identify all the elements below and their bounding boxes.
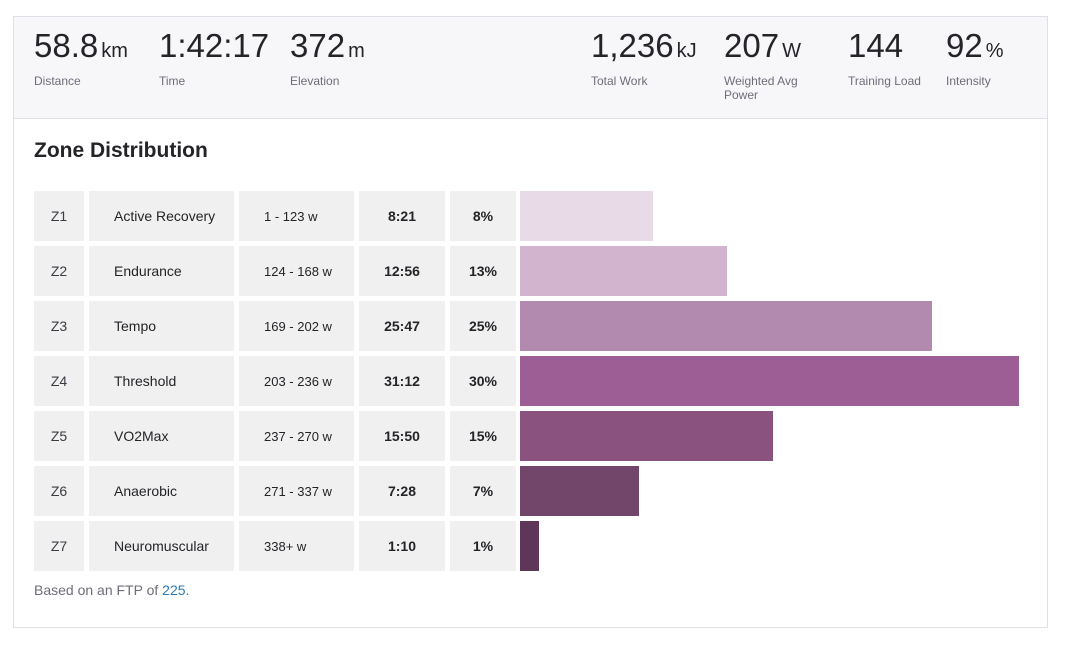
- zone-power-range: 203 - 236 w: [239, 356, 354, 406]
- zone-row-z1: Z1 Active Recovery 1 - 123 w 8:21 8%: [34, 191, 1034, 241]
- ftp-note-prefix: Based on an FTP of: [34, 582, 163, 598]
- zone-bar: [520, 246, 727, 296]
- stat-weighted-avg-power: 207 W Weighted Avg Power: [724, 29, 824, 103]
- stat-intensity: 92% Intensity: [946, 29, 1036, 89]
- zone-time: 25:47: [359, 301, 445, 351]
- stat-unit: W: [782, 40, 801, 62]
- stat-label: Total Work: [591, 74, 648, 88]
- stat-number: 144: [848, 27, 904, 64]
- zone-row-z7: Z7 Neuromuscular 338+ w 1:10 1%: [34, 521, 1034, 571]
- zone-time: 1:10: [359, 521, 445, 571]
- zone-bar: [520, 466, 639, 516]
- stat-number: 372: [290, 27, 346, 64]
- stat-number: 58.8: [34, 27, 99, 64]
- zone-time: 7:28: [359, 466, 445, 516]
- zone-name: Active Recovery: [89, 191, 234, 241]
- zone-bar: [520, 301, 932, 351]
- zone-distribution-title: Zone Distribution: [34, 139, 208, 162]
- ftp-value-link[interactable]: 225: [162, 582, 186, 598]
- stat-value: 372 m: [290, 29, 365, 68]
- stat-value: 144: [848, 29, 938, 68]
- zone-code: Z7: [34, 521, 84, 571]
- stat-label: Weighted Avg Power: [724, 74, 798, 102]
- stat-unit: %: [985, 40, 1004, 62]
- zone-time: 8:21: [359, 191, 445, 241]
- zone-name: Neuromuscular: [89, 521, 234, 571]
- zone-code: Z2: [34, 246, 84, 296]
- zone-power-range: 237 - 270 w: [239, 411, 354, 461]
- zone-code: Z1: [34, 191, 84, 241]
- stat-value: 58.8 km: [34, 29, 128, 68]
- zone-percent: 1%: [450, 521, 516, 571]
- stat-total-work: 1,236 kJ Total Work: [591, 29, 711, 89]
- stat-number: 1:42:17: [159, 27, 270, 64]
- zone-name: Endurance: [89, 246, 234, 296]
- zone-time: 12:56: [359, 246, 445, 296]
- stat-distance: 58.8 km Distance: [34, 29, 128, 89]
- stat-label: Training Load: [848, 74, 921, 88]
- zone-row-z4: Z4 Threshold 203 - 236 w 31:12 30%: [34, 356, 1034, 406]
- zone-percent: 13%: [450, 246, 516, 296]
- zone-row-z2: Z2 Endurance 124 - 168 w 12:56 13%: [34, 246, 1034, 296]
- zone-percent: 7%: [450, 466, 516, 516]
- zone-percent: 15%: [450, 411, 516, 461]
- stat-elevation: 372 m Elevation: [290, 29, 365, 89]
- zone-percent: 25%: [450, 301, 516, 351]
- zone-bar: [520, 191, 653, 241]
- stat-label: Intensity: [946, 74, 991, 88]
- zone-code: Z5: [34, 411, 84, 461]
- stat-label: Time: [159, 74, 186, 88]
- stat-number: 1,236: [591, 27, 674, 64]
- stat-unit: m: [348, 40, 365, 62]
- stat-value: 207 W: [724, 29, 824, 68]
- stat-number: 207: [724, 27, 780, 64]
- zone-power-range: 271 - 337 w: [239, 466, 354, 516]
- zone-bar: [520, 411, 773, 461]
- ftp-note: Based on an FTP of 225.: [34, 582, 189, 598]
- zone-percent: 8%: [450, 191, 516, 241]
- stat-value: 1,236 kJ: [591, 29, 711, 68]
- zone-code: Z6: [34, 466, 84, 516]
- zone-percent: 30%: [450, 356, 516, 406]
- stat-training-load: 144 Training Load: [848, 29, 938, 89]
- stat-value: 1:42:17: [159, 29, 272, 68]
- zone-name: Anaerobic: [89, 466, 234, 516]
- stat-value: 92%: [946, 29, 1036, 68]
- zone-row-z3: Z3 Tempo 169 - 202 w 25:47 25%: [34, 301, 1034, 351]
- ftp-note-suffix: .: [185, 582, 190, 598]
- zone-time: 15:50: [359, 411, 445, 461]
- zone-power-range: 1 - 123 w: [239, 191, 354, 241]
- zone-power-range: 124 - 168 w: [239, 246, 354, 296]
- zone-code: Z4: [34, 356, 84, 406]
- stat-label: Distance: [34, 74, 81, 88]
- activity-card: 58.8 km Distance 1:42:17 Time 372 m Elevation 1,…: [13, 16, 1048, 628]
- stat-unit: kJ: [676, 40, 697, 62]
- stats-header: 58.8 km Distance 1:42:17 Time 372 m Elevation 1,…: [14, 17, 1047, 119]
- zone-code: Z3: [34, 301, 84, 351]
- zone-name: VO2Max: [89, 411, 234, 461]
- zone-bar: [520, 521, 539, 571]
- stat-label: Elevation: [290, 74, 340, 88]
- zone-power-range: 338+ w: [239, 521, 354, 571]
- stat-unit: km: [101, 40, 128, 62]
- zone-name: Threshold: [89, 356, 234, 406]
- zone-row-z5: Z5 VO2Max 237 - 270 w 15:50 15%: [34, 411, 1034, 461]
- zone-name: Tempo: [89, 301, 234, 351]
- stat-number: 92: [946, 27, 983, 64]
- zone-time: 31:12: [359, 356, 445, 406]
- zone-bar: [520, 356, 1019, 406]
- zone-row-z6: Z6 Anaerobic 271 - 337 w 7:28 7%: [34, 466, 1034, 516]
- zone-power-range: 169 - 202 w: [239, 301, 354, 351]
- stat-time: 1:42:17 Time: [159, 29, 272, 89]
